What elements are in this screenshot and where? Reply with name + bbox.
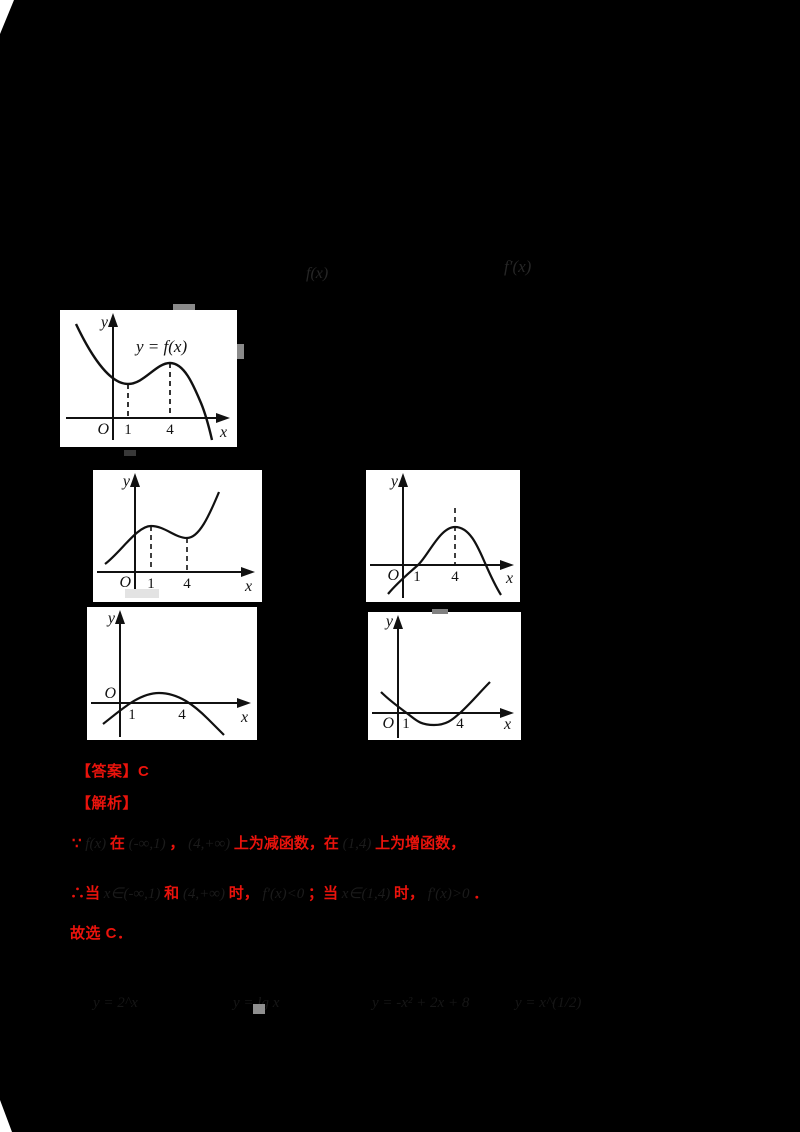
next-option-2: y = lg x [233,995,280,1011]
tick-1: 1 [413,569,421,585]
y-axis-label: y [384,613,394,630]
analysis-text: ． [473,885,489,902]
x-axis-arrow-icon [216,413,230,423]
curve-label: y = f(x) [134,337,187,356]
render-artifact [237,344,244,359]
option-c-svg: y x O 1 4 [91,610,251,737]
analysis-heading: 【解析】 [76,795,139,812]
render-artifact [173,304,195,310]
analysis-text: 在 [109,835,125,852]
figure-main-graph: y x O 1 4 y = f(x) [60,310,237,447]
x-axis-label: x [240,709,248,726]
origin-label: O [104,685,116,702]
figure-option-a: y x O 1 4 [93,470,262,602]
x-axis-arrow-icon [241,567,255,577]
answer-heading: 【答案】C [76,763,150,780]
next-option-3: y = -x² + 2x + 8 [372,995,470,1011]
tick-1: 1 [124,422,132,438]
formula: (-∞,1) [128,836,166,852]
x-axis-label: x [503,716,511,733]
formula: x∈(-∞,1) [103,886,161,902]
y-axis-arrow-icon [115,610,125,624]
x-axis-label: x [244,578,252,595]
function-curve [387,525,502,596]
option-d-svg: y x O 1 4 [372,613,514,738]
x-axis-arrow-icon [500,560,514,570]
render-artifact [432,609,448,614]
origin-label: O [97,421,109,438]
x-axis-label: x [505,570,513,587]
tick-4: 4 [178,707,186,723]
analysis-text: 和 [164,885,180,902]
y-axis-label: y [389,473,399,490]
analysis-text: ；当 [307,885,338,902]
y-axis-label: y [121,473,131,490]
formula: f′(x)>0 [427,886,470,902]
analysis-line-2: ∴当 x∈(-∞,1) 和 (4,+∞) 时， f′(x)<0 ；当 x∈(1,… [70,882,488,903]
tick-4: 4 [166,422,174,438]
y-axis-label: y [99,314,109,331]
option-b-svg: y x O 1 4 [370,473,514,598]
formula: x∈(1,4) [341,886,391,902]
y-axis-label: y [106,610,116,627]
analysis-text: 上为减函数，在 [233,835,339,852]
tick-4: 4 [456,716,464,732]
y-axis-arrow-icon [398,473,408,487]
origin-label: O [387,567,399,584]
y-axis-arrow-icon [130,473,140,487]
render-artifact [253,1004,265,1014]
analysis-text: 上为增函数， [375,835,466,852]
corner-artifact [0,0,14,34]
origin-label: O [382,715,394,732]
formula: f(x) [85,836,107,852]
y-axis-arrow-icon [108,313,118,327]
y-axis-arrow-icon [393,615,403,629]
analysis-text: ∴当 [70,885,101,902]
statement-fragment-fprime: f′(x) [504,257,532,276]
analysis-text: ∵ [72,835,82,852]
next-option-1: y = 2^x [93,995,138,1011]
formula: f′(x)<0 [262,886,305,902]
next-option-4: y = x^(1/2) [515,995,582,1011]
formula: (4,+∞) [188,836,231,852]
formula: (1,4) [342,836,372,852]
figure-option-c: y x O 1 4 [87,607,257,740]
figure-option-b: y x O 1 4 [366,470,520,602]
option-a-svg: y x O 1 4 [97,473,255,598]
tick-1: 1 [128,707,136,723]
tick-4: 4 [183,576,191,592]
corner-artifact [0,1100,12,1132]
origin-label: O [119,574,131,591]
tick-4: 4 [451,569,459,585]
x-axis-arrow-icon [500,708,514,718]
conclusion-line: 故选 C． [70,925,133,942]
x-axis-label: x [219,424,227,441]
function-curve [102,691,225,736]
function-curve [380,681,491,727]
render-artifact [125,589,159,598]
analysis-text: 时， [393,885,424,902]
formula: (4,+∞) [182,886,225,902]
x-axis-arrow-icon [237,698,251,708]
tick-1: 1 [402,716,410,732]
function-curve [104,491,221,565]
analysis-text: 时， [228,885,259,902]
main-graph-svg: y x O 1 4 y = f(x) [66,313,230,441]
analysis-line-1: ∵ f(x) 在 (-∞,1) ， (4,+∞) 上为减函数，在 (1,4) 上… [72,832,465,853]
statement-fragment-fx: f(x) [306,265,329,282]
render-artifact [124,450,136,456]
figure-option-d: y x O 1 4 [368,612,521,740]
tick-1: 1 [147,576,155,592]
analysis-text: ， [169,835,185,852]
